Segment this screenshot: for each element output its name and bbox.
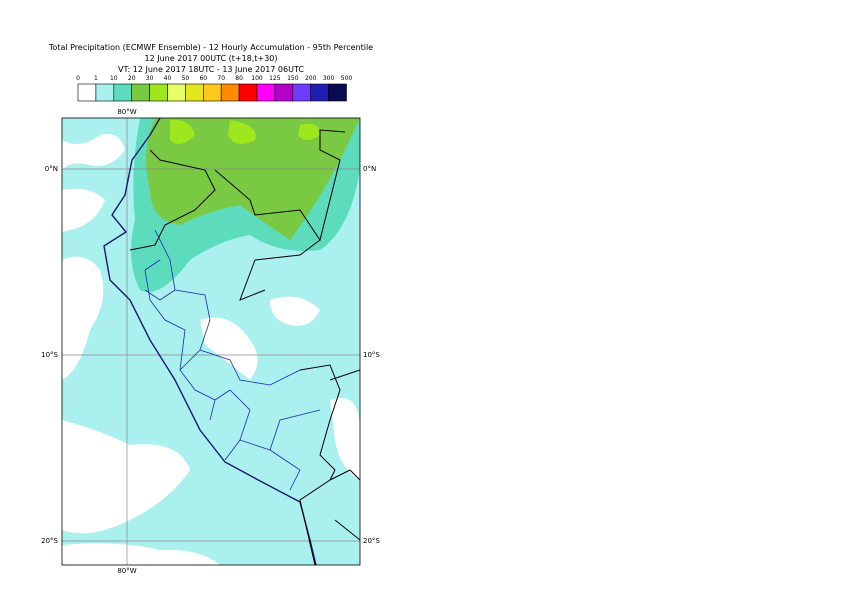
lon-label: 80°W [117, 108, 136, 116]
lat-labels: 0°N 0°N 10°S 10°S 20°S 20°S [41, 165, 380, 545]
legend-swatch [274, 83, 294, 102]
legend-label: 30 [146, 75, 154, 82]
legend-label: 200 [305, 75, 317, 82]
lat-label: 0°N [45, 165, 58, 173]
legend-label: 500 [341, 75, 353, 82]
legend-label: 125 [269, 75, 281, 82]
legend-swatch [203, 83, 222, 102]
legend-swatch [95, 83, 115, 102]
legend-label: 80 [235, 75, 243, 82]
legend-label: 10 [110, 75, 118, 82]
title-line: Total Precipitation (ECMWF Ensemble) - 1… [48, 43, 373, 52]
title-line: 12 June 2017 00UTC (t+18,t+30) [145, 54, 278, 63]
legend-swatch [77, 83, 97, 102]
boundaries [103, 118, 360, 565]
legend-swatch [113, 83, 133, 102]
legend-label: 50 [182, 75, 190, 82]
legend-label: 20 [128, 75, 136, 82]
legend: 0 1 10 20 30 40 50 60 70 80 100 125 150 200 300 500 [76, 75, 353, 102]
legend-swatch [131, 83, 150, 102]
legend-label: 70 [217, 75, 225, 82]
legend-swatch [185, 83, 204, 102]
lon-label: 80°W [117, 567, 136, 575]
map-frame [61, 117, 361, 566]
legend-label: 60 [199, 75, 207, 82]
legend-swatch [292, 83, 311, 102]
legend-label: 300 [323, 75, 335, 82]
precipitation-field [62, 118, 360, 565]
graticule [62, 118, 360, 565]
legend-label: 40 [164, 75, 172, 82]
legend-label: 150 [287, 75, 299, 82]
legend-label: 0 [76, 75, 80, 82]
legend-swatch [238, 83, 258, 102]
lat-label: 0°N [363, 165, 376, 173]
title-line: VT: 12 June 2017 18UTC - 13 June 2017 06… [118, 65, 304, 74]
lat-label: 20°S [41, 537, 58, 545]
legend-label: 1 [94, 75, 98, 82]
legend-swatch [310, 83, 329, 102]
legend-swatch [328, 83, 347, 102]
legend-swatch [149, 83, 168, 102]
legend-swatch [256, 83, 276, 102]
lat-label: 10°S [41, 351, 58, 359]
lat-label: 20°S [363, 537, 380, 545]
legend-swatch [167, 83, 186, 102]
legend-label: 100 [251, 75, 263, 82]
legend-swatch [220, 83, 240, 102]
lat-label: 10°S [363, 351, 380, 359]
